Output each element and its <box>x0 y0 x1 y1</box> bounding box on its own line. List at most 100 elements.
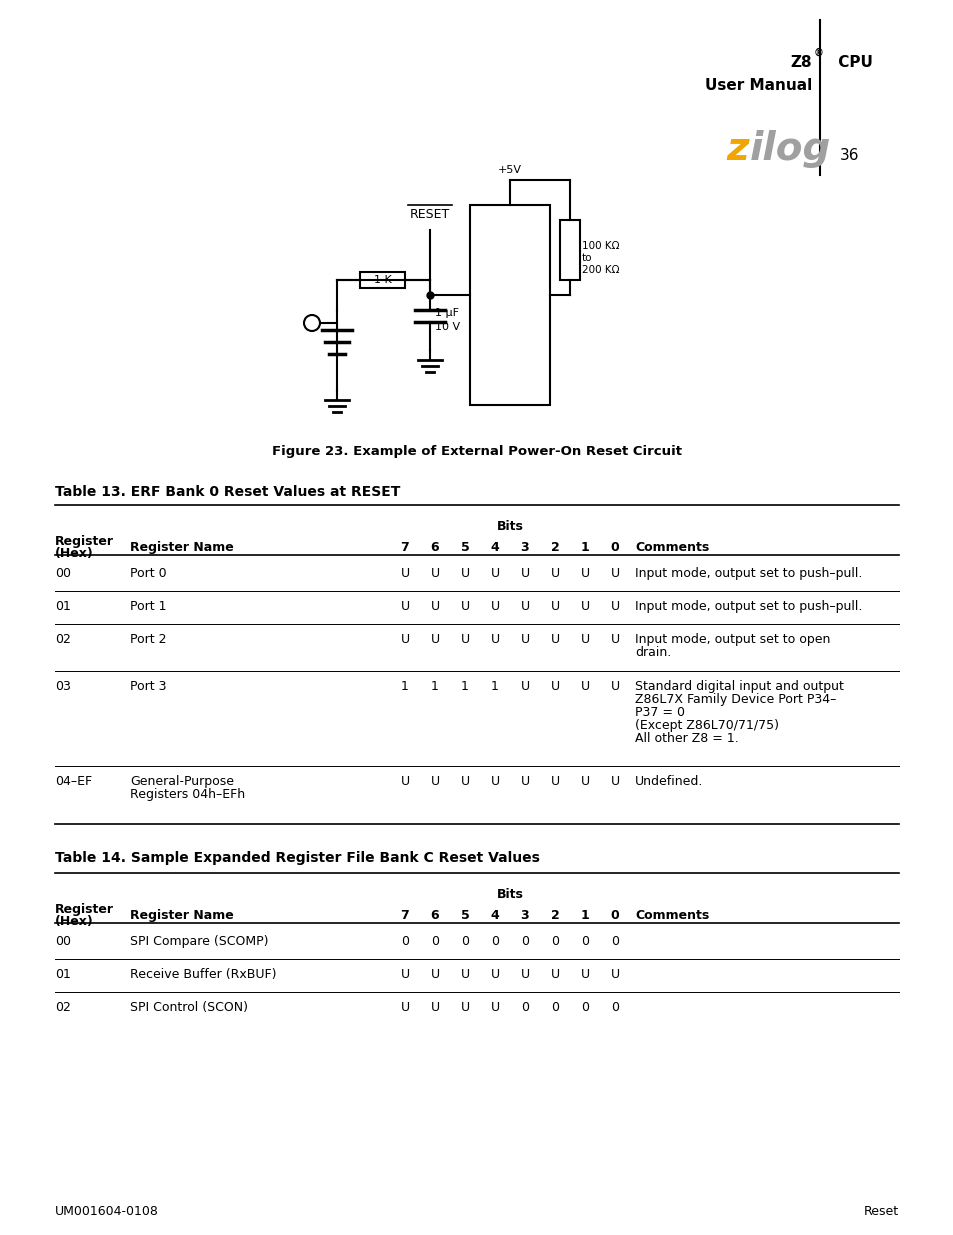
Text: Port 1: Port 1 <box>130 600 167 613</box>
Text: U: U <box>520 567 529 580</box>
Text: Register: Register <box>55 535 113 548</box>
Text: U: U <box>579 680 589 693</box>
Text: 1: 1 <box>580 909 589 923</box>
Bar <box>359 272 405 288</box>
Text: U: U <box>490 968 499 981</box>
Text: P37 = 0: P37 = 0 <box>635 706 684 719</box>
Text: 36: 36 <box>840 148 859 163</box>
Text: U: U <box>430 634 439 646</box>
Text: Input mode, output set to open: Input mode, output set to open <box>635 634 829 646</box>
Bar <box>559 220 579 280</box>
Text: RESET: RESET <box>410 209 450 221</box>
Text: U: U <box>400 968 409 981</box>
Text: U: U <box>490 776 499 788</box>
Text: Table 14. Sample Expanded Register File Bank C Reset Values: Table 14. Sample Expanded Register File … <box>55 851 539 864</box>
Text: 0: 0 <box>580 1002 588 1014</box>
Text: 02: 02 <box>55 634 71 646</box>
Text: ilog: ilog <box>749 130 830 168</box>
Text: 7: 7 <box>400 541 409 555</box>
Text: Bits: Bits <box>497 520 523 534</box>
Text: U: U <box>579 567 589 580</box>
Text: U: U <box>520 600 529 613</box>
Text: U: U <box>490 600 499 613</box>
Text: U: U <box>550 600 559 613</box>
Text: Input mode, output set to push–pull.: Input mode, output set to push–pull. <box>635 567 862 580</box>
Text: Register Name: Register Name <box>130 541 233 555</box>
Text: 0: 0 <box>460 935 469 948</box>
Text: U: U <box>579 968 589 981</box>
Text: U: U <box>490 567 499 580</box>
Text: Reset: Reset <box>863 1205 898 1218</box>
Text: Receive Buffer (RxBUF): Receive Buffer (RxBUF) <box>130 968 276 981</box>
Text: to: to <box>581 253 592 263</box>
Text: 6: 6 <box>430 541 438 555</box>
Text: 2: 2 <box>550 541 558 555</box>
Text: U: U <box>579 634 589 646</box>
Text: 3: 3 <box>520 541 529 555</box>
Text: 100 KΩ: 100 KΩ <box>581 241 618 251</box>
Text: Register: Register <box>55 903 113 916</box>
Text: U: U <box>400 1002 409 1014</box>
Text: 10 V: 10 V <box>435 322 459 332</box>
Text: U: U <box>579 600 589 613</box>
Text: U: U <box>400 634 409 646</box>
Text: U: U <box>460 1002 469 1014</box>
Text: 0: 0 <box>610 1002 618 1014</box>
Text: 1: 1 <box>580 541 589 555</box>
Text: Comments: Comments <box>635 541 708 555</box>
Text: U: U <box>460 567 469 580</box>
Text: U: U <box>610 680 618 693</box>
Text: 1: 1 <box>491 680 498 693</box>
Text: drain.: drain. <box>635 646 671 659</box>
Text: 0: 0 <box>580 935 588 948</box>
Text: U: U <box>430 776 439 788</box>
Text: All other Z8 = 1.: All other Z8 = 1. <box>635 732 738 745</box>
Text: 1: 1 <box>400 680 409 693</box>
Text: Registers 04h–EFh: Registers 04h–EFh <box>130 788 245 802</box>
Text: U: U <box>579 776 589 788</box>
Text: Table 13. ERF Bank 0 Reset Values at RESET: Table 13. ERF Bank 0 Reset Values at RES… <box>55 485 400 499</box>
Text: Port 0: Port 0 <box>130 567 167 580</box>
Text: 1 K: 1 K <box>374 275 391 285</box>
Text: U: U <box>550 634 559 646</box>
Text: 0: 0 <box>520 1002 529 1014</box>
Text: U: U <box>610 567 618 580</box>
Text: U: U <box>460 600 469 613</box>
Text: z: z <box>725 130 748 168</box>
Text: U: U <box>520 776 529 788</box>
Text: U: U <box>550 680 559 693</box>
Bar <box>470 205 550 405</box>
Text: 2: 2 <box>550 909 558 923</box>
Text: Bits: Bits <box>497 888 523 902</box>
Text: 7: 7 <box>400 909 409 923</box>
Text: 04–EF: 04–EF <box>55 776 92 788</box>
Text: 0: 0 <box>551 1002 558 1014</box>
Text: 1: 1 <box>431 680 438 693</box>
Text: U: U <box>430 1002 439 1014</box>
Text: Input mode, output set to push–pull.: Input mode, output set to push–pull. <box>635 600 862 613</box>
Text: U: U <box>610 634 618 646</box>
Text: 01: 01 <box>55 600 71 613</box>
Text: Comments: Comments <box>635 909 708 923</box>
Text: 1: 1 <box>460 680 469 693</box>
Text: 0: 0 <box>551 935 558 948</box>
Text: (Hex): (Hex) <box>55 915 93 927</box>
Text: ®: ® <box>813 48 823 58</box>
Text: 5: 5 <box>460 909 469 923</box>
Text: 0: 0 <box>610 909 618 923</box>
Text: UM001604-0108: UM001604-0108 <box>55 1205 159 1218</box>
Text: +5V: +5V <box>497 165 521 175</box>
Text: 4: 4 <box>490 541 498 555</box>
Text: User Manual: User Manual <box>704 78 811 93</box>
Text: Undefined.: Undefined. <box>635 776 702 788</box>
Text: 0: 0 <box>520 935 529 948</box>
Text: 0: 0 <box>491 935 498 948</box>
Text: U: U <box>610 776 618 788</box>
Text: 0: 0 <box>431 935 438 948</box>
Text: U: U <box>460 634 469 646</box>
Text: 00: 00 <box>55 567 71 580</box>
Text: U: U <box>430 600 439 613</box>
Text: Standard digital input and output: Standard digital input and output <box>635 680 843 693</box>
Text: U: U <box>460 968 469 981</box>
Text: U: U <box>520 968 529 981</box>
